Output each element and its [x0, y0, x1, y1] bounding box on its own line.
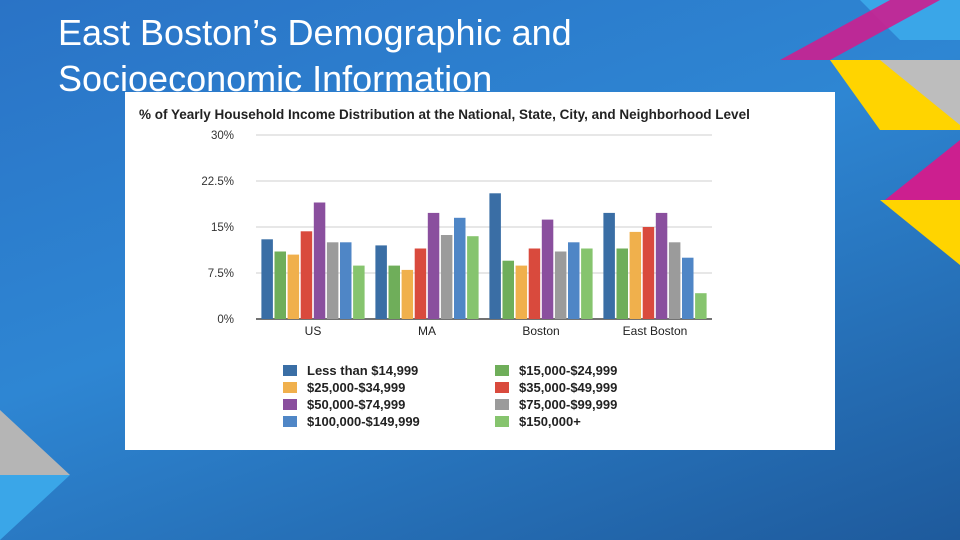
y-tick-label: 15% [211, 222, 234, 234]
bar [655, 212, 668, 319]
legend-item: Less than $14,999 [283, 363, 495, 378]
bar [489, 193, 501, 319]
legend-item: $15,000-$24,999 [495, 363, 695, 378]
legend-item: $150,000+ [495, 414, 695, 429]
legend-item: $50,000-$74,999 [283, 397, 495, 412]
bar [541, 219, 554, 319]
bar [274, 251, 286, 319]
legend-label: $25,000-$34,999 [307, 380, 406, 395]
legend-item: $75,000-$99,999 [495, 397, 695, 412]
chart-title: % of Yearly Household Income Distributio… [139, 107, 750, 122]
slide-title: East Boston’s Demographic and Socioecono… [58, 12, 572, 99]
legend-swatch [495, 399, 509, 410]
bar [616, 248, 628, 319]
legend-swatch [283, 399, 297, 410]
x-tick-label: East Boston [623, 324, 688, 338]
bar [340, 242, 352, 319]
legend-item: $35,000-$49,999 [495, 380, 695, 395]
bar [528, 248, 541, 319]
legend-label: $75,000-$99,999 [519, 397, 618, 412]
bar [568, 242, 580, 319]
bar [388, 265, 400, 319]
bar [427, 212, 440, 319]
bar [554, 251, 567, 319]
bar [326, 242, 339, 319]
chart-card: % of Yearly Household Income Distributio… [125, 92, 835, 450]
chart-legend: Less than $14,999 $15,000-$24,999 $25,000-… [283, 363, 703, 429]
bar [467, 236, 479, 319]
legend-label: $50,000-$74,999 [307, 397, 406, 412]
bar [300, 231, 313, 319]
bar [642, 227, 655, 319]
bar [440, 235, 453, 319]
bar [454, 217, 466, 319]
legend-item: $100,000-$149,999 [283, 414, 495, 429]
bar [414, 248, 427, 319]
bars [261, 193, 707, 319]
bar [401, 269, 414, 319]
bar [375, 245, 387, 319]
legend-swatch [495, 365, 509, 376]
bar [353, 265, 365, 319]
bar [629, 231, 642, 319]
bar [695, 293, 707, 319]
bar [313, 202, 326, 319]
legend-label: $15,000-$24,999 [519, 363, 618, 378]
bar [603, 212, 615, 319]
y-tick-label: 7.5% [208, 268, 234, 280]
x-tick-label: US [305, 324, 322, 338]
bar [287, 254, 300, 319]
legend-label: $35,000-$49,999 [519, 380, 618, 395]
legend-swatch [283, 382, 297, 393]
legend-label: Less than $14,999 [307, 363, 419, 378]
y-axis-ticks: 0% 7.5% 15% 22.5% 30% [201, 130, 234, 326]
bar [261, 239, 273, 319]
x-axis-ticks: US MA Boston East Boston [305, 324, 688, 338]
bar [581, 248, 593, 319]
legend-swatch [283, 416, 297, 427]
y-tick-label: 30% [211, 130, 234, 142]
legend-swatch [495, 416, 509, 427]
legend-item: $25,000-$34,999 [283, 380, 495, 395]
bar [668, 242, 681, 319]
bar-chart: % of Yearly Household Income Distributio… [139, 107, 750, 338]
bar [515, 265, 528, 319]
legend-label: $100,000-$149,999 [307, 414, 420, 429]
bar [502, 260, 514, 319]
y-tick-label: 22.5% [201, 176, 234, 188]
x-tick-label: Boston [522, 324, 559, 338]
legend-swatch [283, 365, 297, 376]
bar [682, 257, 694, 319]
x-tick-label: MA [418, 324, 436, 338]
legend-label: $150,000+ [519, 414, 581, 429]
legend-swatch [495, 382, 509, 393]
y-tick-label: 0% [217, 314, 234, 326]
